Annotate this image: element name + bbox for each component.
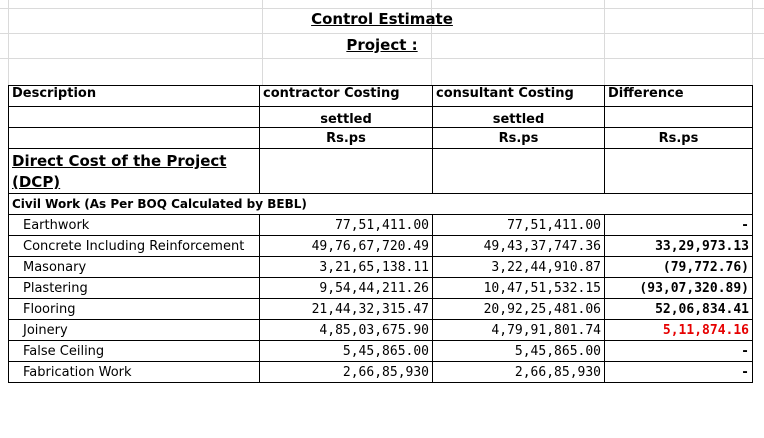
header-row: Description contractor Costing consultan…	[8, 85, 753, 107]
table-row: False Ceiling 5,45,865.00 5,45,865.00-	[8, 340, 753, 362]
gridline	[0, 8, 764, 9]
civil-work-label[interactable]: Civil Work (As Per BOQ Calculated by BEB…	[8, 193, 753, 215]
item-name[interactable]: Concrete Including Reinforcement	[8, 235, 260, 257]
consultant-value[interactable]: 10,47,51,532.15	[432, 277, 605, 299]
contractor-value[interactable]: 2,66,85,930	[259, 361, 433, 383]
consultant-value[interactable]: 20,92,25,481.06	[432, 298, 605, 320]
contractor-value[interactable]: 49,76,67,720.49	[259, 235, 433, 257]
header-consultant[interactable]: consultant Costing	[432, 85, 605, 107]
difference-value[interactable]: -	[604, 340, 753, 362]
contractor-value[interactable]: 77,51,411.00	[259, 214, 433, 236]
unit-contractor[interactable]: Rs.ps	[259, 127, 433, 149]
consultant-value[interactable]: 4,79,91,801.74	[432, 319, 605, 341]
direct-cost-line1: Direct Cost of the Project	[12, 152, 227, 170]
consultant-value[interactable]: 77,51,411.00	[432, 214, 605, 236]
header-difference[interactable]: Difference	[604, 85, 753, 107]
item-name[interactable]: Fabrication Work	[8, 361, 260, 383]
settled-row: settled settled	[8, 106, 753, 128]
difference-value[interactable]: 33,29,973.13	[604, 235, 753, 257]
cell[interactable]	[432, 148, 605, 194]
items-body: Earthwork 77,51,411.00 77,51,411.00- Concre…	[8, 214, 753, 383]
difference-value[interactable]: 5,11,874.16	[604, 319, 753, 341]
cell[interactable]	[604, 106, 753, 128]
table-row: Flooring 21,44,32,315.47 20,92,25,481.06 52…	[8, 298, 753, 320]
civil-work-row: Civil Work (As Per BOQ Calculated by BEB…	[8, 193, 753, 215]
item-name[interactable]: Masonary	[8, 256, 260, 278]
header-description[interactable]: Description	[8, 85, 260, 107]
units-row: Rs.ps Rs.ps Rs.ps	[8, 127, 753, 149]
gridline	[431, 0, 432, 85]
table-row: Earthwork 77,51,411.00 77,51,411.00-	[8, 214, 753, 236]
settled-contractor[interactable]: settled	[259, 106, 433, 128]
gridline	[0, 33, 764, 34]
table-row: Plastering 9,54,44,211.26 10,47,51,532.15(…	[8, 277, 753, 299]
consultant-value[interactable]: 5,45,865.00	[432, 340, 605, 362]
difference-value[interactable]: 52,06,834.41	[604, 298, 753, 320]
table-row: Joinery 4,85,03,675.90 4,79,91,801.74 5,11,…	[8, 319, 753, 341]
gridline	[262, 0, 263, 85]
cell[interactable]	[8, 127, 260, 149]
dcp-row: Direct Cost of the Project (DCP)	[8, 148, 753, 194]
item-name[interactable]: False Ceiling	[8, 340, 260, 362]
gridline	[604, 0, 605, 85]
difference-value[interactable]: (79,772.76)	[604, 256, 753, 278]
unit-difference[interactable]: Rs.ps	[604, 127, 753, 149]
contractor-value[interactable]: 3,21,65,138.11	[259, 256, 433, 278]
gridline	[0, 58, 764, 59]
cell[interactable]	[8, 106, 260, 128]
table-row: Fabrication Work 2,66,85,930 2,66,85,930-	[8, 361, 753, 383]
gridline	[752, 0, 753, 85]
settled-consultant[interactable]: settled	[432, 106, 605, 128]
item-name[interactable]: Plastering	[8, 277, 260, 299]
direct-cost-label[interactable]: Direct Cost of the Project (DCP)	[8, 148, 260, 194]
difference-value[interactable]: -	[604, 361, 753, 383]
difference-value[interactable]: (93,07,320.89)	[604, 277, 753, 299]
contractor-value[interactable]: 4,85,03,675.90	[259, 319, 433, 341]
item-name[interactable]: Joinery	[8, 319, 260, 341]
cell[interactable]	[604, 148, 753, 194]
project-label: Project :	[346, 36, 418, 54]
cell[interactable]	[259, 148, 433, 194]
estimate-table: Description contractor Costing consultan…	[8, 85, 753, 383]
table-row: Masonary 3,21,65,138.11 3,22,44,910.87 (79,…	[8, 256, 753, 278]
consultant-value[interactable]: 49,43,37,747.36	[432, 235, 605, 257]
unit-consultant[interactable]: Rs.ps	[432, 127, 605, 149]
gridline	[8, 0, 9, 85]
item-name[interactable]: Flooring	[8, 298, 260, 320]
direct-cost-line2: (DCP)	[12, 173, 61, 191]
header-contractor[interactable]: contractor Costing	[259, 85, 433, 107]
contractor-value[interactable]: 5,45,865.00	[259, 340, 433, 362]
item-name[interactable]: Earthwork	[8, 214, 260, 236]
sheet-title: Control Estimate	[311, 10, 453, 28]
table-row: Concrete Including Reinforcement 49,76,67…	[8, 235, 753, 257]
consultant-value[interactable]: 3,22,44,910.87	[432, 256, 605, 278]
contractor-value[interactable]: 21,44,32,315.47	[259, 298, 433, 320]
consultant-value[interactable]: 2,66,85,930	[432, 361, 605, 383]
difference-value[interactable]: -	[604, 214, 753, 236]
contractor-value[interactable]: 9,54,44,211.26	[259, 277, 433, 299]
